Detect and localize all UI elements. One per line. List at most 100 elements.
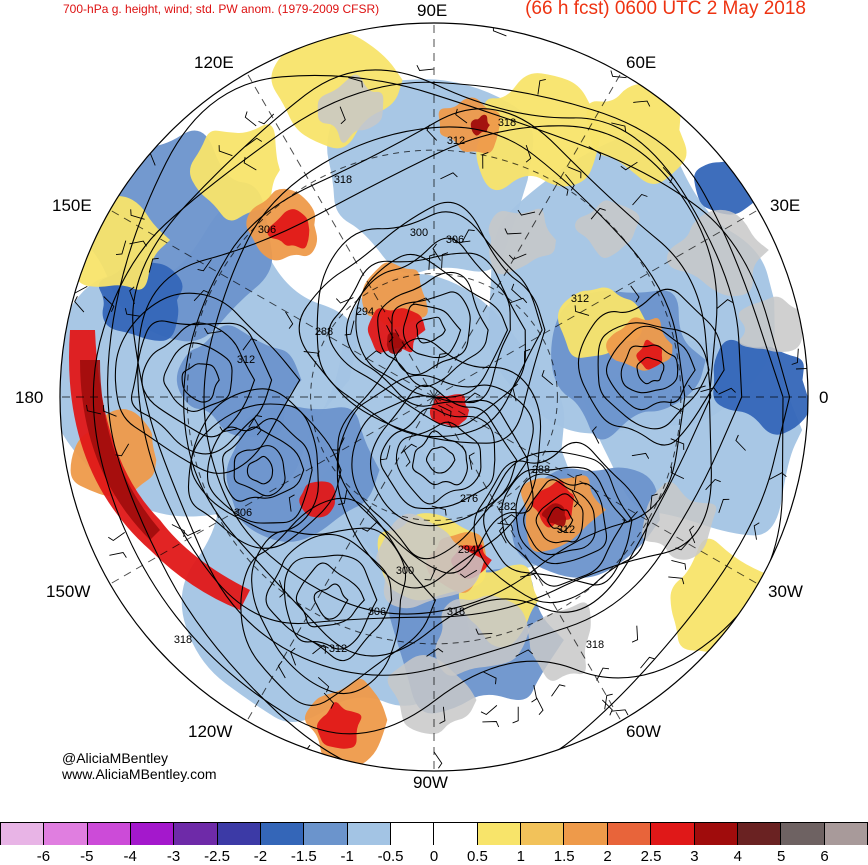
wind-barb <box>541 369 554 386</box>
colorbar-swatch <box>261 823 305 845</box>
height-contour <box>190 403 319 533</box>
colorbar-tick-label: 2.5 <box>640 848 662 865</box>
wind-barb <box>504 228 522 235</box>
wind-barb <box>482 151 489 169</box>
wind-barb <box>193 289 210 302</box>
wind-barb <box>129 286 135 305</box>
wind-barb <box>386 325 394 343</box>
map-border <box>59 22 809 772</box>
contour-label: 306 <box>368 606 386 618</box>
height-contour <box>620 344 679 394</box>
wind-barb <box>108 532 125 542</box>
height-contour <box>412 430 469 486</box>
height-contour <box>501 466 626 587</box>
wind-barb <box>440 172 458 180</box>
pw-anomaly-patch <box>316 702 362 749</box>
colorbar <box>0 822 868 845</box>
contour-label: 306 <box>446 234 464 246</box>
wind-barb <box>424 567 437 581</box>
colorbar-swatch <box>0 823 45 845</box>
colorbar-swatch <box>521 823 565 845</box>
pw-anomaly-band-core <box>80 360 160 540</box>
wind-barb <box>670 399 684 413</box>
height-contour <box>377 271 489 388</box>
wind-barb <box>512 706 519 724</box>
colorbar-tick-label: -1 <box>340 848 354 865</box>
wind-barb <box>400 443 418 454</box>
colorbar-tick-label: -3 <box>166 848 181 865</box>
contour-labels: 318 312 318 306 300 306 294 288 312 312 306 276 282 2… <box>174 117 604 655</box>
wind-barb <box>633 100 651 107</box>
wind-barb <box>753 522 760 540</box>
wind-barb <box>596 667 610 681</box>
wind-barb <box>403 449 411 467</box>
wind-barb <box>197 259 212 272</box>
wind-barb <box>512 383 518 402</box>
wind-barb <box>689 525 696 544</box>
wind-barb <box>769 472 787 480</box>
pw-anomaly-patch <box>267 209 310 249</box>
wind-barb <box>555 182 569 196</box>
wind-barb <box>115 443 130 457</box>
wind-barb <box>705 478 721 491</box>
wind-barb <box>640 656 656 669</box>
height-contour <box>137 125 718 625</box>
wind-barb <box>285 311 294 329</box>
lon-label-120e: 120E <box>194 53 234 72</box>
colorbar-swatch <box>347 823 392 845</box>
contour-label: 294 <box>356 306 374 318</box>
wind-barb <box>631 625 639 643</box>
height-contour <box>415 316 446 344</box>
wind-barb <box>700 387 718 393</box>
land-area <box>666 209 769 297</box>
colorbar-tick-label: 3 <box>690 848 699 865</box>
wind-barb <box>439 706 446 724</box>
colorbar-swatch <box>304 823 348 845</box>
height-contour <box>298 201 546 444</box>
height-contour <box>187 388 342 549</box>
wind-barb <box>412 297 431 304</box>
lon-label-30e: 30E <box>770 196 801 215</box>
land-area <box>317 74 384 143</box>
wind-barb <box>498 526 507 544</box>
contour-label: 312 <box>447 135 465 147</box>
lon-label-150w: 150W <box>46 582 91 601</box>
wind-barb <box>433 751 443 769</box>
wind-barb <box>348 77 363 88</box>
wind-barb <box>668 576 685 585</box>
contour-label: 300 <box>410 227 428 239</box>
colorbar-tick-label: 4 <box>733 848 742 865</box>
height-contour <box>141 322 256 438</box>
wind-barb <box>148 257 159 273</box>
height-contour <box>107 74 791 771</box>
contour-label: 306 <box>258 224 276 236</box>
wind-barb <box>571 489 579 508</box>
wind-barb <box>662 166 674 184</box>
contour-label: 276 <box>460 493 478 505</box>
height-contour <box>233 445 286 497</box>
wind-barb <box>380 445 391 461</box>
colorbar-swatch <box>651 823 695 845</box>
lon-label-90w: 90W <box>413 773 448 792</box>
lon-label-150e: 150E <box>52 196 92 215</box>
colorbar-swatch <box>737 823 782 845</box>
wind-barb <box>464 392 481 403</box>
wind-barb <box>567 166 582 179</box>
wind-barb <box>277 660 286 679</box>
wind-barb <box>515 649 533 657</box>
wind-barb <box>103 405 117 417</box>
height-contour <box>240 497 437 706</box>
height-contour <box>246 455 274 485</box>
wind-barb <box>468 452 475 470</box>
credit-handle: @AliciaMBentley <box>62 750 169 766</box>
height-contour <box>483 450 633 586</box>
lon-label-60e: 60E <box>626 53 657 72</box>
wind-barb <box>426 648 444 657</box>
wind-barb <box>248 415 263 428</box>
wind-barb <box>591 426 600 444</box>
wind-barb <box>364 350 382 361</box>
colorbar-swatch <box>174 823 218 845</box>
wind-barb <box>245 137 263 147</box>
wind-barb <box>611 709 629 716</box>
wind-barb <box>335 297 354 304</box>
